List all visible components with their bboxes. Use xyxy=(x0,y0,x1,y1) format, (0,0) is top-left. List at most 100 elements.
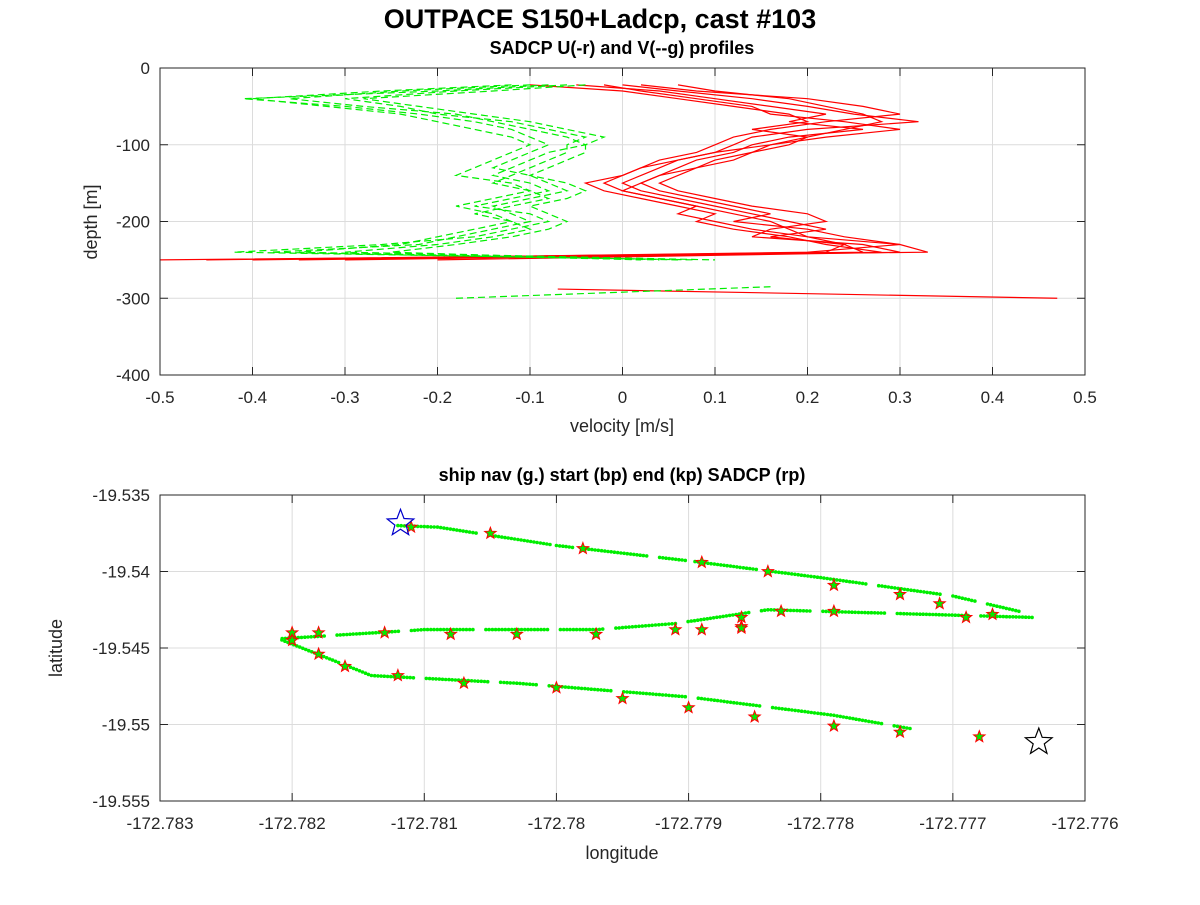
ship-nav-dot xyxy=(351,632,356,636)
ship-nav-dot xyxy=(931,612,935,617)
ship-nav-dot xyxy=(422,524,427,529)
ship-nav-dot xyxy=(743,611,748,615)
ship-nav-dot xyxy=(699,696,704,701)
u-component-deep-segment xyxy=(557,288,1058,299)
ship-nav-dot xyxy=(411,676,416,680)
u-component-profile-line xyxy=(437,84,901,261)
ship-nav-dot xyxy=(774,706,778,710)
ship-nav-dot xyxy=(731,613,735,617)
ship-nav-dot xyxy=(812,575,817,579)
ship-nav-dot xyxy=(505,680,509,685)
ship-nav-dot xyxy=(564,544,568,549)
ship-nav-dot xyxy=(612,550,617,554)
ship-nav-dot xyxy=(538,541,543,545)
ship-nav-dot xyxy=(854,580,858,585)
ship-nav-dot xyxy=(777,706,781,711)
ship-nav-dot xyxy=(998,605,1002,609)
ship-nav-dot xyxy=(644,691,649,696)
ship-nav-dot xyxy=(631,690,636,695)
ship-nav-dot xyxy=(924,612,929,617)
ship-nav-dot xyxy=(966,597,971,602)
sadcp-star-marker xyxy=(694,554,709,569)
ship-nav-dot xyxy=(471,530,475,535)
ship-nav-dot xyxy=(455,528,459,532)
ship-nav-dot xyxy=(614,626,618,630)
ship-nav-dot xyxy=(896,586,900,591)
sadcp-star-marker xyxy=(826,718,841,733)
ship-nav-dot xyxy=(683,694,688,699)
ship-nav-dot xyxy=(670,557,675,561)
ship-nav-dot xyxy=(573,686,577,690)
ship-nav-dot xyxy=(985,602,990,606)
ship-nav-dot xyxy=(751,567,755,571)
ship-nav-dot xyxy=(864,582,868,586)
figure-suptitle: OUTPACE S150+Ladcp, cast #103 xyxy=(384,4,816,34)
ship-nav-dot xyxy=(798,608,802,613)
velocity-x-axis-label: velocity [m/s] xyxy=(570,416,674,436)
ship-nav-dot xyxy=(568,627,572,632)
ship-nav-dot xyxy=(534,682,538,687)
ship-nav-dot xyxy=(844,579,849,583)
ship-nav-dot xyxy=(873,720,877,725)
ship-nav-dot xyxy=(902,611,906,616)
ship-nav-dot xyxy=(922,590,926,594)
ship-nav-dot xyxy=(686,619,690,624)
ship-nav-dot xyxy=(770,705,775,710)
velocity-ticks: -0.5 -0.4 -0.3 -0.2 -0.1 0 0.1 0.2 0.3 0.4 0.5 -400… xyxy=(116,59,1097,407)
nav-series xyxy=(280,507,1054,755)
ship-nav-dot xyxy=(951,594,955,598)
ship-nav-dot xyxy=(843,610,848,614)
ship-nav-dot xyxy=(715,615,719,620)
ship-nav-dot xyxy=(372,673,377,678)
ship-nav-dot xyxy=(1020,615,1025,619)
ship-nav-dot xyxy=(863,719,868,723)
ship-nav-dot xyxy=(934,612,938,617)
sadcp-star-marker xyxy=(694,622,709,636)
ship-nav-dot xyxy=(493,627,498,632)
ship-nav-dot xyxy=(435,627,440,632)
sadcp-star-marker xyxy=(311,625,326,639)
ship-nav-dot xyxy=(804,609,809,613)
ship-nav-dot xyxy=(416,628,420,632)
ship-nav-dot xyxy=(673,557,678,562)
ship-nav-dot xyxy=(705,617,710,621)
velocity-y-axis-label: depth [m] xyxy=(81,184,101,259)
ship-nav-dot xyxy=(851,716,855,721)
ship-nav-dot xyxy=(498,680,503,685)
ship-nav-dot xyxy=(1011,615,1015,619)
ship-nav-dot xyxy=(576,686,581,690)
ship-nav-dot xyxy=(1017,609,1021,614)
ship-nav-dot xyxy=(497,627,501,632)
ship-nav-dot xyxy=(963,597,968,601)
ship-nav-dot xyxy=(484,627,488,632)
ship-nav-dot xyxy=(683,558,688,563)
ship-nav-dot xyxy=(644,554,649,558)
ship-nav-dot xyxy=(532,540,536,544)
sadcp-star-marker xyxy=(892,724,908,739)
ship-nav-dot xyxy=(364,631,368,636)
ship-nav-dot xyxy=(1001,614,1006,619)
ship-nav-dot xyxy=(330,658,335,662)
velocity-ytick-label: -300 xyxy=(116,289,150,308)
ship-nav-dot xyxy=(735,565,739,569)
ship-nav-dot xyxy=(283,639,287,643)
ship-nav-dot xyxy=(396,629,401,634)
ship-nav-dot xyxy=(561,544,565,548)
sadcp-star-marker xyxy=(760,564,775,578)
ship-nav-dot xyxy=(363,671,368,675)
ship-nav-dot xyxy=(1001,605,1005,610)
sadcp-star-marker xyxy=(390,668,405,682)
ship-nav-dot xyxy=(419,524,423,529)
ship-nav-dot xyxy=(692,618,697,623)
ship-nav-dot xyxy=(385,674,390,679)
ship-nav-dot xyxy=(841,579,846,583)
ship-nav-dot xyxy=(954,594,958,599)
ship-nav-dot xyxy=(895,611,900,616)
ship-nav-dot xyxy=(918,612,922,616)
ship-nav-dot xyxy=(324,656,329,660)
ship-nav-dot xyxy=(796,572,800,577)
ship-nav-dot xyxy=(539,627,543,632)
ship-nav-dot xyxy=(471,627,475,632)
ship-nav-dot xyxy=(500,535,504,539)
ship-nav-dot xyxy=(615,550,620,555)
